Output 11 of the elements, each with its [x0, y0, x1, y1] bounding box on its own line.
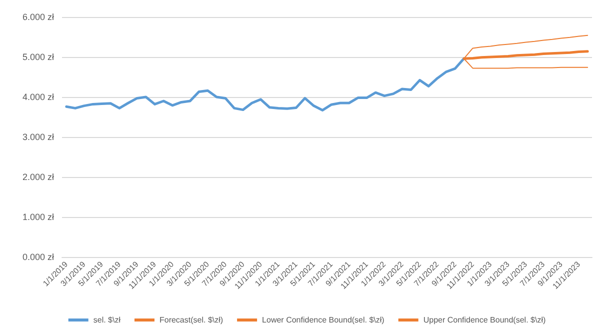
y-tick-label: 6.000 zł: [22, 12, 54, 22]
y-tick-label: 3.000 zł: [22, 132, 54, 142]
y-tick-label: 5.000 zł: [22, 52, 54, 62]
legend-label: sel. $\zł: [93, 316, 121, 324]
y-tick-label: 4.000 zł: [22, 92, 54, 102]
y-tick-label: 2.000 zł: [22, 172, 54, 182]
y-tick-label: 1.000 zł: [22, 212, 54, 222]
legend-label: Lower Confidence Bound(sel. $\zł): [262, 316, 385, 324]
y-tick-label: 0.000 zł: [22, 252, 54, 262]
legend-label: Upper Confidence Bound(sel. $\zł): [423, 316, 546, 324]
legend-label: Forecast(sel. $\zł): [159, 316, 224, 324]
